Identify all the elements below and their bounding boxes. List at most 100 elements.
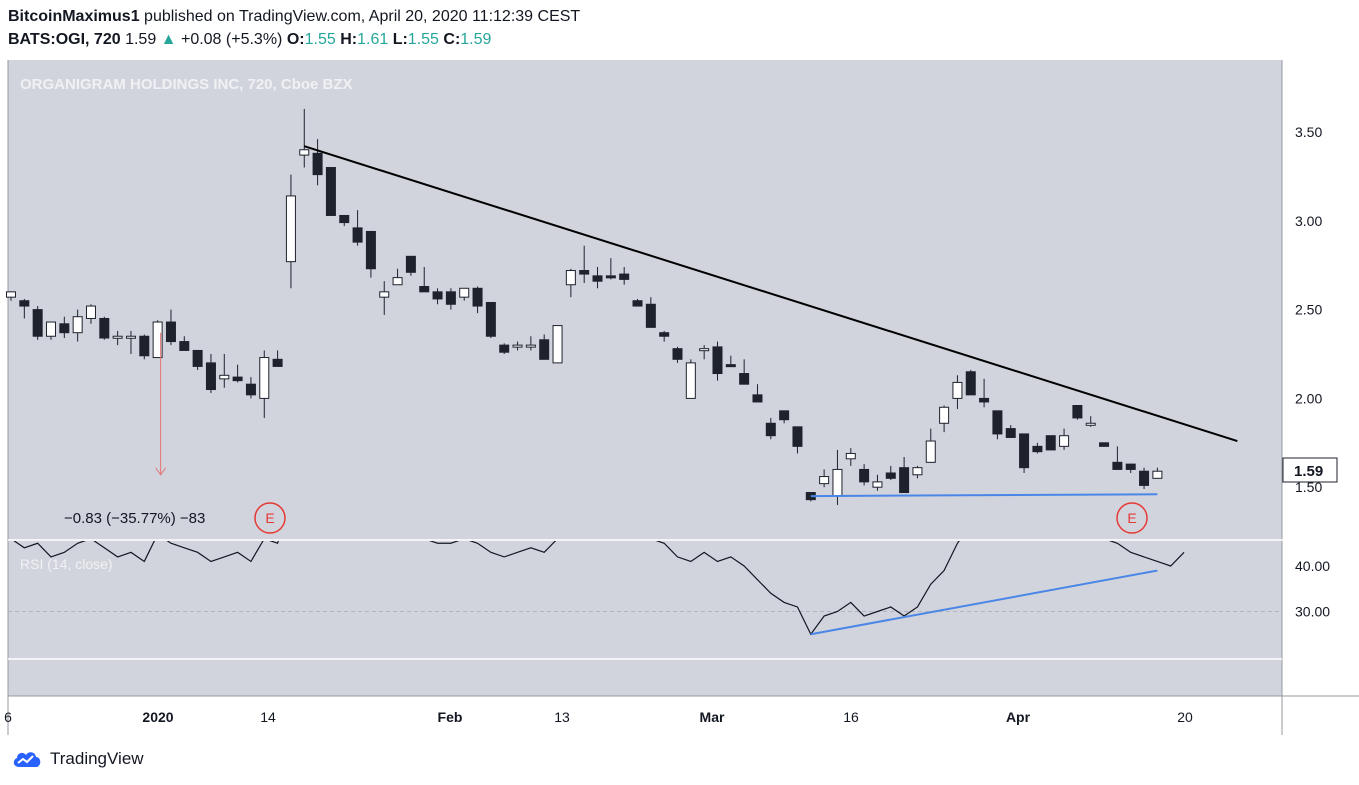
candle-body[interactable] (912, 467, 923, 476)
candle-body[interactable] (259, 357, 270, 399)
candle-body[interactable] (525, 344, 536, 348)
candle-body[interactable] (6, 291, 16, 298)
candle-body[interactable] (645, 303, 656, 328)
candle-body[interactable] (605, 275, 616, 279)
candle-body[interactable] (392, 277, 403, 286)
candle-body[interactable] (619, 273, 630, 280)
candle-body[interactable] (32, 309, 43, 337)
chart-pane[interactable] (8, 60, 1282, 696)
tradingview-logo[interactable]: TradingView (10, 748, 144, 770)
candle-body[interactable] (45, 321, 56, 337)
publish-header: BitcoinMaximus1 published on TradingView… (8, 8, 580, 26)
candle-body[interactable] (1099, 442, 1110, 447)
candle-body[interactable] (325, 167, 336, 216)
rsi-support-line[interactable] (810, 569, 1158, 636)
candle-body[interactable] (219, 374, 230, 380)
candle-body[interactable] (112, 335, 123, 339)
candle-body[interactable] (179, 341, 190, 351)
author-name[interactable]: BitcoinMaximus1 (8, 8, 140, 25)
candle-body[interactable] (1112, 461, 1123, 470)
candle-body[interactable] (872, 481, 883, 488)
candle-body[interactable] (232, 376, 243, 382)
candle-body[interactable] (379, 291, 390, 298)
candle-body[interactable] (405, 255, 416, 273)
candle-body[interactable] (139, 335, 150, 357)
candle-body[interactable] (779, 410, 790, 421)
candle-body[interactable] (699, 348, 710, 352)
candle-body[interactable] (899, 467, 910, 494)
candle-body[interactable] (85, 305, 96, 319)
candle-body[interactable] (485, 301, 496, 337)
candle-body[interactable] (99, 317, 110, 339)
candle-body[interactable] (459, 287, 470, 298)
candle-body[interactable] (1152, 470, 1163, 479)
candle-body[interactable] (19, 300, 30, 307)
descending-trendline[interactable] (303, 145, 1238, 442)
candle-body[interactable] (845, 452, 856, 460)
candle-body[interactable] (499, 344, 510, 353)
candle-body[interactable] (445, 291, 456, 305)
candle-body[interactable] (512, 344, 523, 348)
candle-body[interactable] (659, 332, 670, 337)
candle-body[interactable] (125, 335, 136, 339)
earnings-marker[interactable] (254, 502, 286, 534)
candle-body[interactable] (339, 214, 350, 224)
candle-body[interactable] (859, 468, 870, 483)
candle-body[interactable] (299, 149, 310, 156)
candle-body[interactable] (245, 383, 256, 396)
candle-body[interactable] (352, 227, 363, 243)
candle-body[interactable] (472, 287, 483, 307)
candle-body[interactable] (205, 362, 216, 391)
candle-body[interactable] (365, 230, 376, 270)
candle-body[interactable] (1005, 428, 1016, 438)
candle-body[interactable] (712, 346, 723, 375)
candle-body[interactable] (59, 323, 70, 334)
candle-body[interactable] (672, 348, 683, 360)
candle-body[interactable] (992, 410, 1003, 435)
candle-body[interactable] (72, 316, 83, 334)
candle-body[interactable] (792, 426, 803, 447)
candle-body[interactable] (432, 291, 443, 300)
candle-body[interactable] (152, 321, 163, 359)
candle-body[interactable] (765, 422, 776, 437)
candle-body[interactable] (885, 472, 896, 479)
candle-body[interactable] (1045, 435, 1056, 451)
candle-body[interactable] (685, 362, 696, 399)
rsi-line[interactable] (11, 475, 1185, 636)
candle-body[interactable] (632, 300, 643, 307)
earnings-marker[interactable] (1116, 502, 1148, 534)
candle-body[interactable] (952, 381, 963, 399)
candle-body[interactable] (592, 275, 603, 282)
candle-body[interactable] (819, 476, 830, 485)
support-line[interactable] (810, 493, 1158, 498)
candle-body[interactable] (552, 325, 563, 364)
candle-body[interactable] (1125, 463, 1136, 470)
candle-body[interactable] (752, 394, 763, 403)
candle-body[interactable] (192, 349, 203, 367)
candle-body[interactable] (965, 371, 976, 396)
candle-body[interactable] (832, 468, 843, 497)
candle-body[interactable] (979, 397, 990, 403)
candle-body[interactable] (579, 270, 590, 275)
candle-body[interactable] (539, 339, 550, 360)
candle-body[interactable] (272, 358, 283, 367)
candle-body[interactable] (925, 440, 936, 463)
candle-body[interactable] (165, 321, 176, 343)
candle-body[interactable] (1072, 405, 1083, 419)
candle-body[interactable] (939, 406, 950, 424)
candle-body[interactable] (285, 195, 296, 263)
candle-body[interactable] (739, 373, 750, 385)
price-axis[interactable] (1282, 60, 1359, 696)
candle-body[interactable] (1019, 433, 1030, 469)
candle-body[interactable] (1032, 445, 1043, 453)
candle-body[interactable] (419, 286, 430, 293)
candle-body[interactable] (565, 270, 576, 286)
candle-body[interactable] (1085, 422, 1096, 426)
candle-body[interactable] (725, 364, 736, 368)
current-price-label: 1.59 (1294, 463, 1323, 480)
candle-body[interactable] (1139, 470, 1150, 486)
time-axis[interactable] (8, 696, 1282, 735)
candle-body[interactable] (1059, 435, 1070, 447)
candle-body[interactable] (312, 152, 323, 176)
